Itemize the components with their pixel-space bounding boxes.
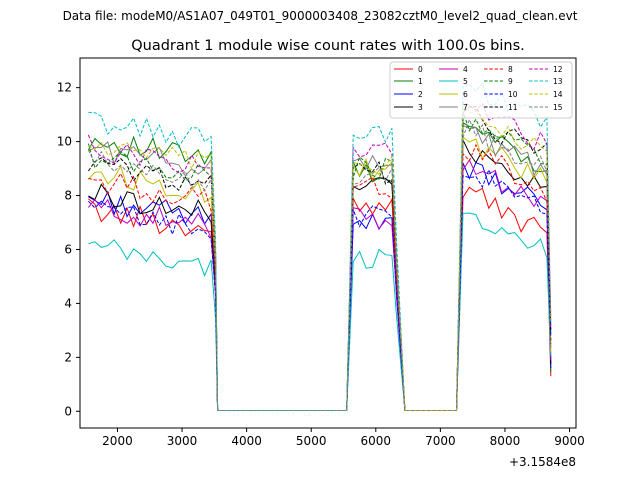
- legend-label-15: 15: [553, 103, 563, 112]
- legend-label-8: 8: [508, 65, 513, 74]
- legend-label-4: 4: [463, 65, 468, 74]
- legend-label-14: 14: [553, 90, 563, 99]
- y-tick-label: 0: [64, 404, 72, 418]
- legend-label-3: 3: [418, 103, 423, 112]
- x-tick-label: 9000: [554, 434, 585, 448]
- x-tick-label: 3000: [167, 434, 198, 448]
- legend-label-6: 6: [463, 90, 468, 99]
- legend-label-0: 0: [418, 65, 423, 74]
- x-tick-label: 2000: [102, 434, 133, 448]
- plot-area-frame: [79, 57, 577, 429]
- y-tick-label: 12: [57, 81, 72, 95]
- y-tick-label: 4: [64, 296, 72, 310]
- x-axis-ticks: 2000 3000 4000 5000 6000 7000 8000 9000: [102, 428, 585, 448]
- chart-title: Quadrant 1 module wise count rates with …: [131, 38, 525, 54]
- legend-label-1: 1: [418, 77, 423, 86]
- legend-label-11: 11: [508, 103, 518, 112]
- legend-label-2: 2: [418, 90, 423, 99]
- legend-label-9: 9: [508, 77, 513, 86]
- legend-label-13: 13: [553, 77, 563, 86]
- figure-suptitle: Data file: modeM0/AS1A07_049T01_90000034…: [63, 9, 578, 23]
- legend-label-12: 12: [553, 65, 563, 74]
- y-tick-label: 2: [64, 350, 72, 364]
- legend-label-10: 10: [508, 90, 518, 99]
- y-axis-ticks: 0 2 4 6 8 10 12: [57, 81, 80, 418]
- y-tick-label: 6: [64, 242, 72, 256]
- x-axis-offset-label: +3.1584e8: [509, 455, 576, 469]
- legend-frame: [389, 61, 573, 119]
- series-layer: [87, 81, 552, 411]
- legend-label-5: 5: [463, 77, 468, 86]
- x-tick-label: 4000: [231, 434, 262, 448]
- x-tick-label: 5000: [296, 434, 327, 448]
- x-tick-label: 8000: [490, 434, 521, 448]
- x-tick-label: 6000: [361, 434, 392, 448]
- x-tick-label: 7000: [425, 434, 456, 448]
- y-tick-label: 10: [57, 135, 72, 149]
- legend-label-7: 7: [463, 103, 468, 112]
- series-line-15: [87, 118, 552, 411]
- y-tick-label: 8: [64, 189, 72, 203]
